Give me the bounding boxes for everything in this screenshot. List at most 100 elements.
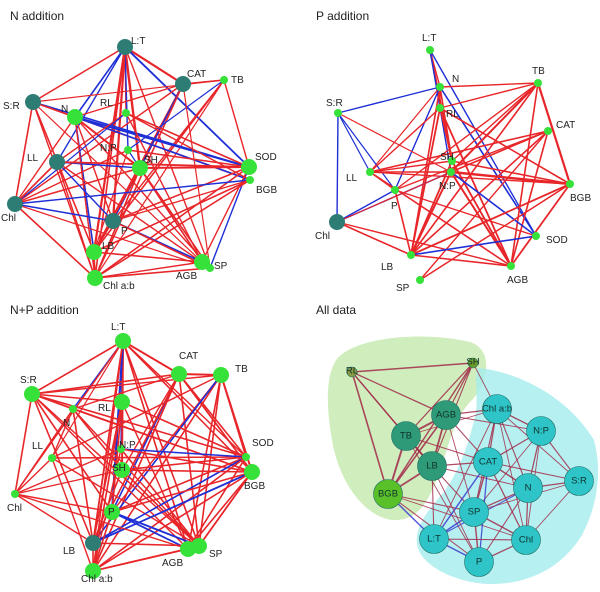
node-n-chl: [7, 196, 23, 212]
node-label-all-l-t: L:T: [427, 534, 441, 545]
edge-n-cat-chl-a-b: [94, 83, 184, 279]
node-label-all-lb: LB: [426, 461, 438, 472]
edge-p-n-tb: [439, 82, 539, 88]
node-label-n-chl-a-b: Chl a:b: [103, 281, 135, 292]
node-label-n-agb: AGB: [176, 271, 197, 282]
edge-p-tb-rl: [439, 82, 539, 109]
edge-all-lb-n: [431, 465, 529, 489]
node-label-np-bgb: BGB: [244, 481, 265, 492]
edge-p-sh-agb: [451, 160, 512, 267]
node-n-l-t: [117, 39, 133, 55]
edge-p-tb-lb: [410, 82, 539, 256]
node-label-np-cat: CAT: [179, 351, 198, 362]
node-label-n-bgb: BGB: [256, 185, 277, 196]
node-all-s-r: [564, 466, 594, 496]
edge-n-chl-agb: [14, 203, 211, 269]
node-label-n-p: P: [121, 226, 128, 237]
node-p-agb: [507, 262, 515, 270]
node-all-chl-a-b: [482, 394, 512, 424]
node-label-p-n: N: [452, 74, 459, 85]
node-label-n-tb: TB: [231, 75, 244, 86]
node-label-n-sh: SH: [144, 155, 158, 166]
edge-n-lb-sp: [93, 251, 203, 263]
edge-np-cat-n: [72, 373, 180, 410]
node-label-np-sod: SOD: [252, 438, 274, 449]
node-n-chl-a-b: [87, 270, 103, 286]
node-np-bgb: [244, 464, 260, 480]
edge-n-n-sh: [74, 116, 141, 169]
node-np-n: [69, 405, 77, 413]
edge-np-s-r-lb: [31, 393, 94, 544]
edge-np-ll-chl: [14, 457, 53, 495]
panel-title-np: N+P addition: [10, 303, 79, 317]
edge-n-cat-agb: [182, 83, 211, 269]
node-label-np-n: N: [63, 418, 70, 429]
node-np-chl: [11, 490, 19, 498]
node-n-n: [67, 109, 83, 125]
node-label-all-rl: RL: [346, 366, 358, 377]
edge-np-bgb-agb: [187, 471, 253, 550]
edge-p-n-ll: [369, 86, 441, 173]
edge-p-sh-ll: [369, 160, 453, 173]
node-label-p-n-p: N:P: [439, 181, 456, 192]
edge-np-sod-chl-a-b: [92, 456, 247, 572]
node-p-sod: [532, 232, 540, 240]
edge-all-tb-p: [405, 435, 480, 563]
edge-np-ll-sod: [51, 456, 247, 459]
node-label-all-p: P: [476, 557, 482, 568]
edge-n-l-t-sh: [123, 45, 142, 170]
edge-all-lb-p: [431, 465, 480, 563]
node-label-n-rl: RL: [100, 98, 113, 109]
edge-p-chl-agb: [336, 221, 512, 267]
node-all-l-t: [419, 524, 449, 554]
node-all-sp: [459, 497, 489, 527]
edge-p-p-lb: [394, 189, 412, 256]
panel-title-p: P addition: [316, 9, 369, 23]
edge-p-n-p: [394, 86, 441, 191]
node-all-lb: [417, 451, 447, 481]
edge-n-chl-chl-a-b: [14, 203, 96, 279]
node-n-lb: [86, 244, 102, 260]
edge-p-bgb-agb: [510, 183, 571, 267]
edge-n-n-chl: [14, 116, 76, 205]
edge-n-sh-agb: [139, 167, 211, 269]
edge-p-tb-n-p: [450, 82, 539, 173]
edge-n-l-t-p: [111, 45, 127, 223]
node-label-np-n-p: N:P: [119, 440, 136, 451]
node-np-sod: [242, 453, 250, 461]
edge-n-ll-sod: [56, 161, 250, 168]
node-n-s-r: [25, 94, 41, 110]
node-label-p-sh: SH: [440, 152, 454, 163]
edge-np-s-r-sod: [31, 393, 247, 458]
node-label-all-chl: Chl: [519, 535, 533, 546]
node-p-cat: [544, 127, 552, 135]
edge-n-l-t-n: [74, 46, 126, 118]
edge-all-chl-a-b-chl: [496, 408, 527, 541]
node-label-p-ll: LL: [346, 173, 358, 184]
edge-n-l-t-cat: [123, 45, 185, 86]
labels: L:T CAT TB S:R N RL N:P SH LL SOD BGB Chl P LB Chl a:b…: [1, 33, 591, 585]
edge-np-tb-chl-a-b: [92, 374, 222, 572]
edge-all-l-t-chl: [433, 538, 527, 541]
edge-n-n-agb: [74, 116, 211, 269]
edge-p-rl-ll: [369, 107, 441, 173]
edge-np-bgb-chl-a-b: [92, 471, 253, 572]
node-np-chl-a-b: [85, 563, 101, 579]
edge-all-chl-a-b-l-t: [433, 408, 498, 540]
node-p-sh: [448, 157, 456, 165]
edge-np-p-chl-a-b: [92, 511, 113, 572]
edge-np-cat-sh: [121, 373, 180, 471]
node-all-tb: [391, 421, 421, 451]
edge-np-sh-bgb: [121, 469, 253, 473]
edge-all-sh-tb: [405, 362, 474, 437]
edge-all-cat-l-t: [433, 461, 489, 540]
edge-np-sh-chl: [14, 469, 123, 495]
edge-n-rl-sod: [125, 112, 250, 168]
edge-n-bgb-chl: [14, 179, 251, 205]
edge-np-l-t-s-r: [31, 340, 124, 395]
edge-p-l-t-sod: [429, 49, 537, 237]
edge-np-cat-s-r: [31, 373, 180, 395]
node-label-all-n: N: [525, 483, 532, 494]
edge-np-ll-chl-a-b: [51, 457, 94, 572]
